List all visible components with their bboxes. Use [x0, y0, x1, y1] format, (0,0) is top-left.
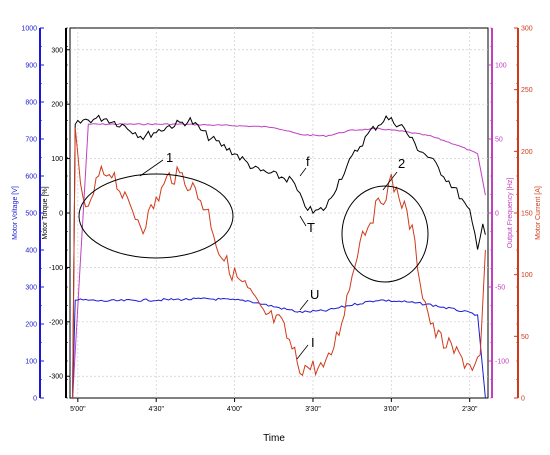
torque-tick-label: 300	[51, 47, 63, 54]
voltage-axis-title: Motor Voltage [V]	[12, 186, 19, 240]
x-tick-label: 3'30"	[305, 406, 321, 413]
series-line-I	[72, 127, 486, 399]
voltage-tick-label: 600	[25, 174, 37, 181]
series-layer	[72, 114, 486, 399]
current-tick-label: 250	[521, 87, 533, 94]
current-tick-label: 0	[521, 396, 525, 403]
voltage-tick-label: 100	[25, 359, 37, 366]
annotation-label-2: 2	[398, 156, 405, 171]
voltage-tick-label: 800	[25, 100, 37, 107]
series-label-leader	[296, 344, 309, 360]
annotation-ellipse-2	[341, 185, 429, 283]
axes: 5'00" 4'30" 4'00" 3'30" 3'00" 2'30"0100200300…	[12, 26, 542, 414]
current-tick-label: 200	[521, 149, 533, 156]
frequency-axis-title: Output Frequency [Hz]	[507, 178, 514, 248]
x-tick-label: 2'30"	[462, 406, 478, 413]
series-label-I: I	[311, 335, 315, 350]
annotations: 1 2 f T U I	[78, 150, 429, 360]
current-axis-title: Motor Current [A]	[535, 186, 542, 240]
current-tick-label: 100	[521, 272, 533, 279]
series-label-U: U	[310, 287, 319, 302]
x-tick-label: 4'30"	[148, 406, 164, 413]
current-tick-label: 300	[521, 26, 533, 33]
torque-tick-label: -100	[49, 265, 63, 272]
torque-tick-label: -200	[49, 319, 63, 326]
voltage-tick-label: 700	[25, 137, 37, 144]
annotation-leader-2	[382, 171, 398, 191]
torque-axis-title: Motor Torque [%]	[42, 186, 49, 239]
torque-tick-label: 100	[51, 156, 63, 163]
grid	[69, 27, 489, 399]
series-label-f: f	[306, 154, 310, 169]
series-label-leader	[299, 299, 309, 311]
annotation-ellipse-1	[78, 173, 234, 259]
voltage-tick-label: 400	[25, 248, 37, 255]
series-line-T	[72, 114, 486, 393]
series-line-f	[72, 123, 486, 399]
annotation-leader-1	[139, 159, 164, 177]
current-tick-label: 50	[521, 334, 529, 341]
voltage-tick-label: 500	[25, 211, 37, 218]
voltage-tick-label: 900	[25, 63, 37, 70]
frequency-tick-label: 0	[495, 211, 499, 218]
x-tick-label: 5'00"	[70, 406, 86, 413]
voltage-tick-label: 200	[25, 322, 37, 329]
voltage-tick-label: 300	[25, 285, 37, 292]
torque-tick-label: -300	[49, 374, 63, 381]
series-label-leader	[299, 215, 307, 227]
series-label-T: T	[307, 220, 315, 235]
series-label-leader	[299, 167, 307, 177]
torque-tick-label: 0	[59, 211, 63, 218]
x-axis-title: Time	[263, 433, 285, 444]
x-tick-label: 4'00"	[227, 406, 243, 413]
frequency-tick-label: -50	[495, 285, 505, 292]
current-tick-label: 150	[521, 211, 533, 218]
annotation-label-1: 1	[166, 150, 173, 165]
x-tick-label: 3'00"	[384, 406, 400, 413]
voltage-tick-label: 0	[33, 396, 37, 403]
voltage-tick-label: 1000	[21, 26, 37, 33]
torque-tick-label: 200	[51, 102, 63, 109]
series-line-U	[72, 297, 486, 399]
frequency-tick-label: -100	[495, 359, 509, 366]
frequency-tick-label: 50	[495, 137, 503, 144]
frequency-tick-label: 100	[495, 63, 507, 70]
